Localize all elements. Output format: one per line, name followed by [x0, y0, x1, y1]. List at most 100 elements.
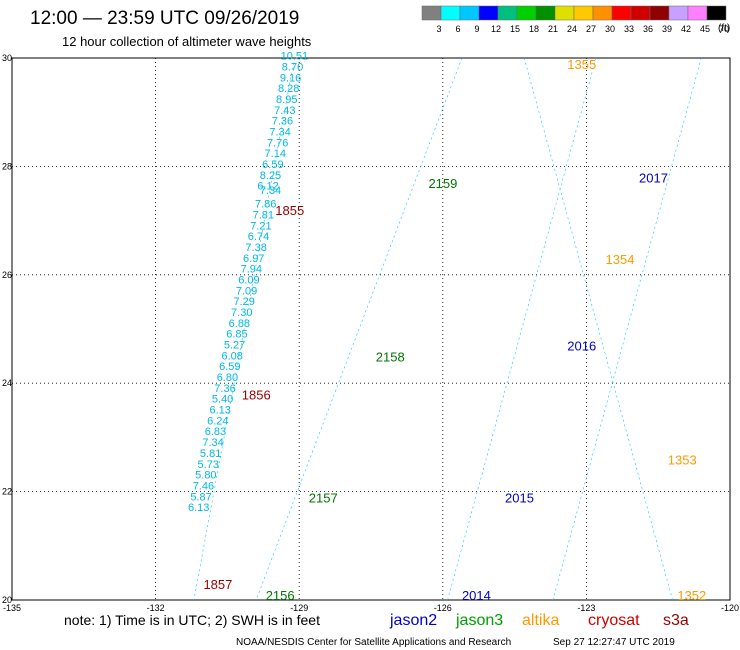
wave-value-label: 6.09 [238, 274, 259, 286]
wave-value-label: 5.73 [198, 459, 219, 471]
y-tick-label: 20 [2, 595, 12, 605]
scale-swatch [611, 5, 632, 21]
pass-label: 1856 [242, 387, 271, 402]
pass-label: 2156 [266, 588, 295, 603]
wave-value-label: 7.36 [214, 383, 235, 395]
scale-swatch [535, 5, 556, 21]
footer-note: note: 1) Time is in UTC; 2) SWH is in fe… [64, 612, 320, 628]
scale-label: 39 [662, 24, 672, 34]
wave-value-label: 8.25 [260, 170, 281, 182]
scale-swatch [516, 5, 537, 21]
wave-value-label: 7.30 [231, 307, 252, 319]
wave-value-label: 6.13 [188, 502, 209, 514]
wave-value-label: 7.21 [250, 220, 271, 232]
satellite-s3a: s3a [663, 612, 689, 629]
x-tick-label: -135 [3, 603, 21, 613]
pass-label: 2157 [309, 490, 338, 505]
swath-track [552, 57, 702, 601]
pass-label: 1857 [203, 577, 232, 592]
pass-label: 2017 [639, 171, 668, 186]
chart-subtitle: 12 hour collection of altimeter wave hei… [62, 34, 312, 49]
wave-value-label: 6.59 [219, 361, 240, 373]
wave-value-label: 7.81 [253, 209, 274, 221]
wave-value-label: 5.27 [224, 340, 245, 352]
wave-value-label: 7.36 [272, 116, 293, 128]
satellite-jason2: jason2 [389, 612, 437, 629]
wave-value-label: 7.34 [269, 127, 290, 139]
swath-track [193, 57, 295, 601]
scale-label: 27 [586, 24, 596, 34]
color-scale-unit: (ft) [718, 23, 730, 34]
plot-grid [11, 57, 731, 601]
scale-swatch [440, 5, 461, 21]
y-axis-ticks: 20 22 24 26 28 30 [2, 53, 12, 605]
scale-swatch [592, 5, 613, 21]
color-scale-legend: 3 6 9 12 15 18 21 24 27 30 33 36 39 42 45 70 [421, 5, 729, 34]
x-tick-label: -129 [290, 603, 308, 613]
wave-value-label: 5.80 [195, 470, 216, 482]
wave-value-label: 7.76 [267, 137, 288, 149]
scale-swatch [630, 5, 651, 21]
wave-value-label: 6.97 [243, 253, 264, 265]
x-tick-label: -123 [577, 603, 595, 613]
scale-label: 45 [700, 24, 710, 34]
scale-label: 33 [624, 24, 634, 34]
pass-label: 2158 [376, 350, 405, 365]
swath-lines [193, 57, 702, 601]
pass-labels: 1855 1856 1857 2159 2158 2157 2156 1355 1354 1353… [203, 57, 706, 603]
wave-value-label: 5.40 [212, 394, 233, 406]
pass-label: 1355 [567, 57, 596, 72]
wave-value-label: 7.38 [245, 242, 266, 254]
scale-label: 18 [529, 24, 539, 34]
wave-value-label: 7.09 [236, 285, 257, 297]
x-tick-label: -120 [721, 603, 739, 613]
y-tick-label: 24 [2, 378, 12, 388]
satellite-cryosat: cryosat [588, 612, 640, 629]
wave-value-label: 10.51 [281, 51, 309, 63]
scale-label: 30 [605, 24, 615, 34]
wave-value-label: 9.16 [280, 72, 301, 84]
wave-value-label: 7.29 [233, 296, 254, 308]
y-tick-label: 28 [2, 161, 12, 171]
x-tick-label: -126 [434, 603, 452, 613]
scale-label: 21 [548, 24, 558, 34]
scale-label: 12 [491, 24, 501, 34]
chart-title: 12:00 — 23:59 UTC 09/26/2019 [30, 8, 299, 29]
pass-label: 2014 [462, 588, 491, 603]
scale-swatch [459, 5, 480, 21]
wave-value-label: 7.14 [265, 148, 286, 160]
wave-value-label: 5.81 [200, 448, 221, 460]
scale-label: 3 [436, 24, 441, 34]
wave-value-label: 6.13 [210, 405, 231, 417]
scale-swatch [421, 5, 442, 21]
wave-value-label: 6.59 [262, 159, 283, 171]
wave-value-label: 8.95 [276, 94, 297, 106]
wave-value-label: 6.88 [229, 318, 250, 330]
wave-value-label: 6.08 [221, 350, 242, 362]
satellite-legend: jason2 jason3 altika cryosat s3a [389, 612, 689, 629]
pass-label: 1353 [668, 453, 697, 468]
wave-value-label: 6.85 [226, 329, 247, 341]
pass-label: 1354 [606, 252, 635, 267]
pass-label: 2015 [505, 490, 534, 505]
pass-label: 1855 [275, 203, 304, 218]
scale-label: 24 [567, 24, 577, 34]
pass-label: 2159 [428, 176, 457, 191]
scale-label: 36 [643, 24, 653, 34]
wave-height-values: 10.518.709.168.288.957.437.367.347.767.1… [188, 51, 308, 514]
wave-value-label: 7.43 [274, 105, 295, 117]
satellite-jason3: jason3 [455, 612, 503, 629]
scale-label: 42 [681, 24, 691, 34]
swath-track [447, 57, 597, 601]
wave-value-label: 6.83 [205, 426, 226, 438]
wave-value-label: 7.94 [241, 264, 262, 276]
wave-value-label: 6.24 [207, 415, 228, 427]
wave-value-label: 7.34 [202, 437, 223, 449]
wave-value-label: 5.87 [190, 491, 211, 503]
swath-track [523, 57, 673, 601]
wave-value-label: 6.12 [257, 181, 278, 193]
scale-swatch [687, 5, 708, 21]
x-axis-ticks: -135 -132 -129 -126 -123 -120 [3, 603, 739, 613]
pass-label: 2016 [567, 339, 596, 354]
